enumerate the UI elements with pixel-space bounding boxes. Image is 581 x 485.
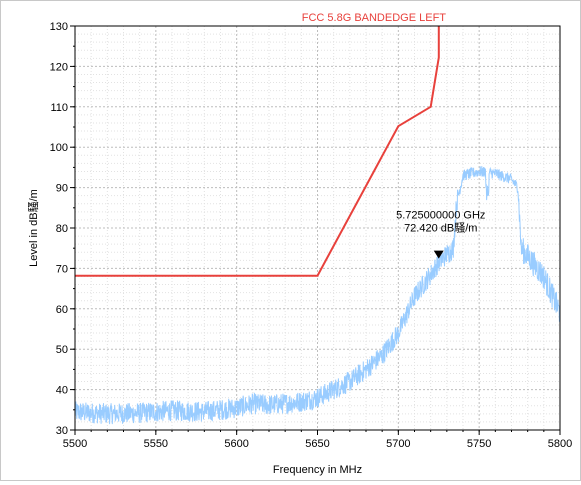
y-tick-label: 130 xyxy=(50,21,68,33)
x-tick-label: 5600 xyxy=(224,438,248,450)
limit-line xyxy=(75,26,440,277)
x-tick-label: 5800 xyxy=(548,438,572,450)
x-tick-label: 5650 xyxy=(305,438,329,450)
marker-triangle xyxy=(433,250,444,259)
y-tick-label: 90 xyxy=(56,183,68,195)
y-tick-label: 70 xyxy=(56,263,68,275)
y-tick-label: 120 xyxy=(50,61,68,73)
y-tick-label: 40 xyxy=(56,385,68,397)
y-axis-label: Level in dB騷/m xyxy=(27,189,40,267)
tick-labels: 5500 5550 5600 5650 5700 5750 5800 30 40 50 60 70 80… xyxy=(50,21,573,450)
y-tick-label: 110 xyxy=(50,102,68,114)
x-axis-label: Frequency in MHz xyxy=(273,464,362,476)
x-tick-label: 5500 xyxy=(63,438,87,450)
y-tick-label: 30 xyxy=(56,425,68,437)
grid-lines xyxy=(74,25,561,431)
limit-line-label: FCC 5.8G BANDEDGE LEFT xyxy=(302,12,447,24)
x-tick-label: 5700 xyxy=(386,438,410,450)
marker-frequency: 5.725000000 GHz xyxy=(396,210,485,222)
y-tick-label: 60 xyxy=(56,304,68,316)
y-tick-label: 80 xyxy=(56,223,68,235)
x-tick-label: 5550 xyxy=(144,438,168,450)
y-tick-label: 100 xyxy=(50,142,68,154)
plot-border xyxy=(74,25,561,431)
x-tick-label: 5750 xyxy=(467,438,491,450)
series-layer xyxy=(74,26,561,425)
marker-level: 72.420 dB騷/m xyxy=(404,222,477,235)
y-tick-label: 50 xyxy=(56,344,68,356)
measured-trace xyxy=(74,166,561,425)
